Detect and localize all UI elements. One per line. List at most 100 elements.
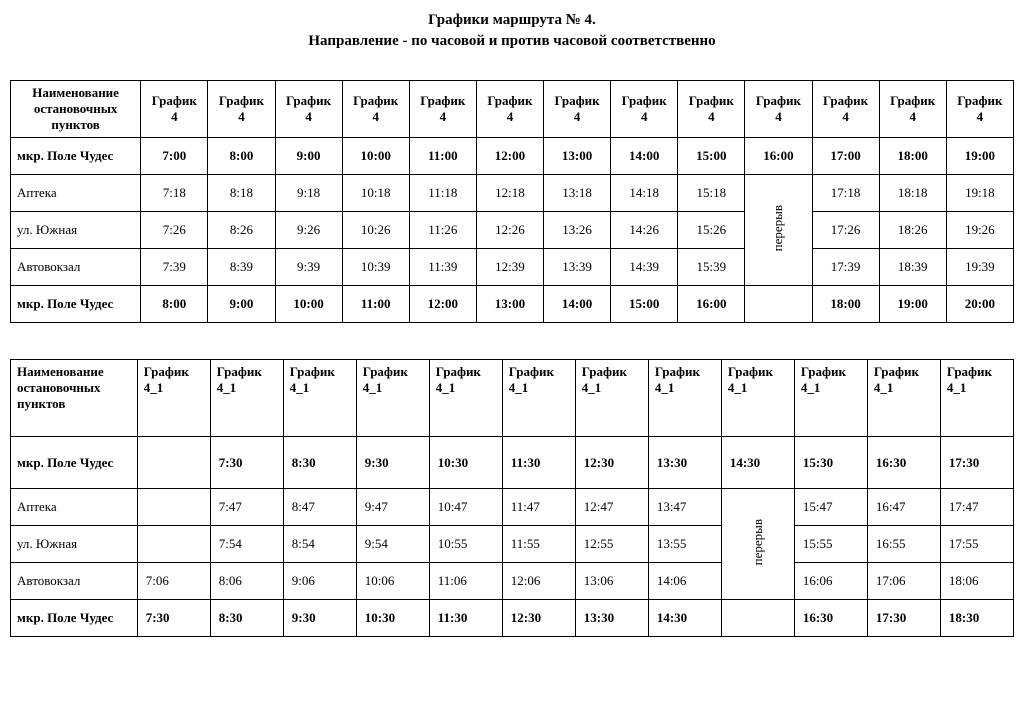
time-cell: 13:26 [544,212,611,249]
header-col: График 4 [342,81,409,138]
time-cell: 16:00 [745,138,812,175]
time-cell: 8:00 [208,138,275,175]
time-cell: 16:47 [867,489,940,526]
time-cell: 14:18 [611,175,678,212]
time-cell: 17:30 [867,600,940,637]
title-line-2: Направление - по часовой и против часово… [308,33,715,49]
stop-name: мкр. Поле Чудес [11,600,138,637]
time-cell: 17:39 [812,249,879,286]
stop-name: Автовокзал [11,563,138,600]
time-cell: 12:39 [476,249,543,286]
time-cell: 18:18 [879,175,946,212]
time-cell: 12:06 [502,563,575,600]
time-cell: 12:30 [575,437,648,489]
time-cell: 11:30 [502,437,575,489]
time-cell: 11:06 [429,563,502,600]
time-cell: 10:55 [429,526,502,563]
break-cell: перерыв [721,489,794,600]
time-cell: 10:00 [275,286,342,323]
time-cell: 8:30 [283,437,356,489]
header-col: График 4 [879,81,946,138]
stop-name: мкр. Поле Чудес [11,437,138,489]
time-cell: 7:54 [210,526,283,563]
time-cell: 15:00 [678,138,745,175]
time-cell: 19:00 [879,286,946,323]
time-cell [137,489,210,526]
time-cell: 17:00 [812,138,879,175]
header-col: График 4 [476,81,543,138]
time-cell: 17:26 [812,212,879,249]
time-cell: 7:26 [141,212,208,249]
stop-name: мкр. Поле Чудес [11,286,141,323]
time-cell [137,526,210,563]
header-col: График 4_1 [940,360,1013,437]
time-cell: 8:47 [283,489,356,526]
time-cell: 14:30 [721,437,794,489]
time-cell: 10:18 [342,175,409,212]
time-cell: 13:18 [544,175,611,212]
time-cell: 10:30 [429,437,502,489]
time-cell: 10:39 [342,249,409,286]
time-cell: 19:18 [946,175,1013,212]
time-cell: 8:18 [208,175,275,212]
time-cell: 11:39 [409,249,476,286]
time-cell: 16:55 [867,526,940,563]
time-cell: 10:30 [356,600,429,637]
time-cell: 13:06 [575,563,648,600]
time-cell: 11:18 [409,175,476,212]
time-cell: 9:18 [275,175,342,212]
time-cell: 17:06 [867,563,940,600]
header-col: График 4 [141,81,208,138]
time-cell: 8:30 [210,600,283,637]
header-col: График 4_1 [210,360,283,437]
time-cell: 18:00 [812,286,879,323]
time-cell: 8:00 [141,286,208,323]
time-cell: 10:06 [356,563,429,600]
header-col: График 4_1 [137,360,210,437]
stop-name: ул. Южная [11,526,138,563]
time-cell: 12:00 [476,138,543,175]
time-cell: 14:06 [648,563,721,600]
header-col: График 4_1 [721,360,794,437]
header-col: График 4_1 [575,360,648,437]
time-cell: 12:18 [476,175,543,212]
time-cell: 18:26 [879,212,946,249]
time-cell: 14:00 [544,286,611,323]
time-cell: 7:00 [141,138,208,175]
time-cell: 13:39 [544,249,611,286]
time-cell: 13:47 [648,489,721,526]
time-cell: 7:30 [137,600,210,637]
time-cell: 11:47 [502,489,575,526]
time-cell: 14:39 [611,249,678,286]
time-cell: 12:30 [502,600,575,637]
time-cell: 15:26 [678,212,745,249]
header-col: График 4_1 [867,360,940,437]
time-cell: 10:26 [342,212,409,249]
time-cell: 12:55 [575,526,648,563]
time-cell: 9:47 [356,489,429,526]
time-cell: 13:30 [575,600,648,637]
time-cell: 15:47 [794,489,867,526]
time-cell: 11:55 [502,526,575,563]
time-cell: 17:30 [940,437,1013,489]
stop-name: ул. Южная [11,212,141,249]
time-cell: 12:26 [476,212,543,249]
time-cell: 17:18 [812,175,879,212]
time-cell: 16:06 [794,563,867,600]
header-stop: Наименование остановочных пунктов [11,81,141,138]
time-cell: 12:47 [575,489,648,526]
time-cell: 8:26 [208,212,275,249]
time-cell: 7:30 [210,437,283,489]
time-cell: 15:55 [794,526,867,563]
time-cell: 18:30 [940,600,1013,637]
time-cell: 17:55 [940,526,1013,563]
time-cell: 16:30 [867,437,940,489]
header-col: График 4_1 [429,360,502,437]
time-cell: 9:00 [275,138,342,175]
time-cell: 17:47 [940,489,1013,526]
time-cell: 7:39 [141,249,208,286]
header-col: График 4 [544,81,611,138]
header-col: График 4 [678,81,745,138]
time-cell: 13:00 [476,286,543,323]
time-cell: 7:18 [141,175,208,212]
